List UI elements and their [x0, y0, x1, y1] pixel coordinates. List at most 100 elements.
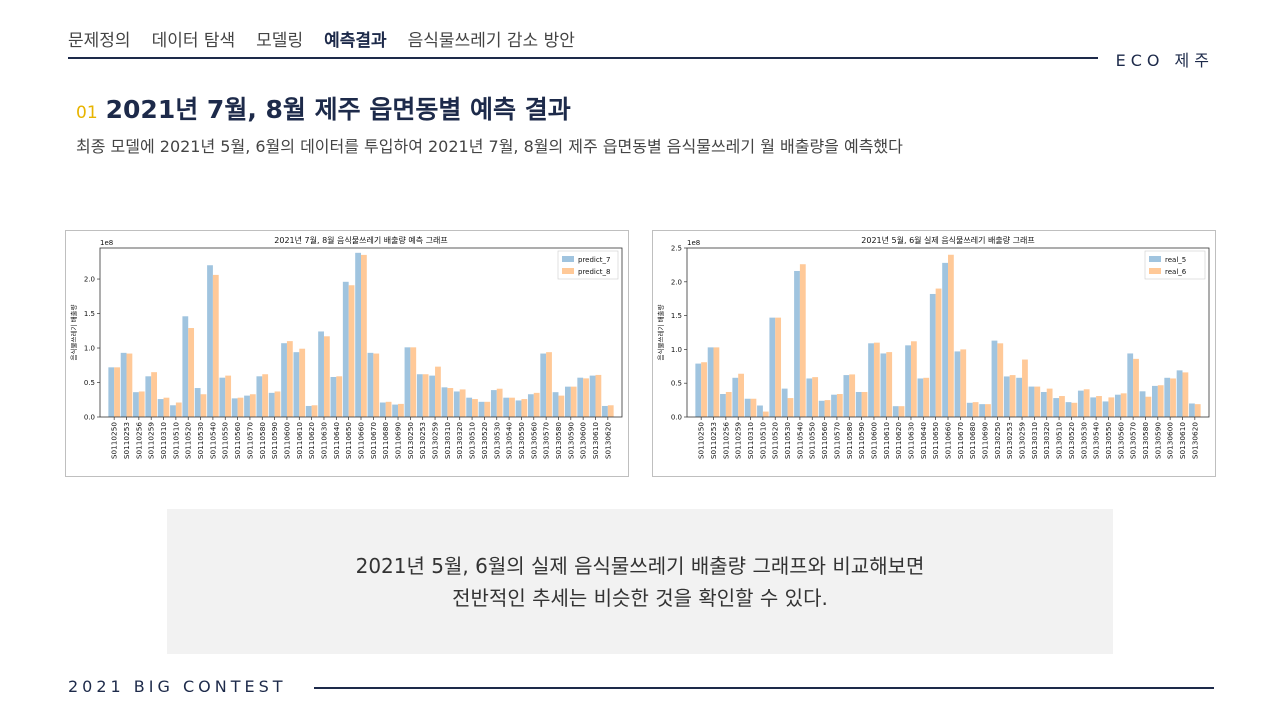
y-tick-label: 0.5: [671, 380, 682, 388]
bar-real_5-S0130253: [1003, 376, 1010, 417]
bar-real_5-S0110650: [929, 293, 936, 417]
x-tick-label: S0130580: [554, 422, 563, 459]
bar-predict_7-S0110600: [281, 343, 287, 417]
bar-predict_7-S0130253: [416, 374, 423, 417]
bar-predict_8-S0110250: [114, 367, 120, 417]
bar-predict_7-S0130310: [441, 387, 448, 417]
x-tick-label: S0110670: [956, 422, 965, 459]
x-tick-label: S0110640: [919, 422, 928, 459]
y-tick-label: 0.5: [84, 379, 95, 387]
bar-predict_7-S0130570: [540, 353, 547, 417]
bar-real_6-S0110590: [861, 391, 868, 417]
bar-predict_8-S0130550: [521, 399, 528, 417]
bar-predict_8-S0130540: [509, 397, 515, 417]
bar-real_6-S0130510: [1059, 396, 1065, 417]
x-tick-label: S0130259: [431, 422, 440, 459]
x-tick-label: S0110550: [808, 422, 817, 459]
x-tick-label: S0110590: [857, 422, 866, 459]
bar-predict_7-S0130320: [453, 391, 460, 417]
bar-predict_7-S0110570: [244, 395, 250, 417]
bar-real_6-S0130530: [1083, 389, 1090, 417]
bar-predict_8-S0130590: [570, 386, 577, 417]
bar-real_6-S0110510: [762, 411, 769, 417]
nav-item-reduction[interactable]: 음식물쓰레기 감소 방안: [407, 31, 575, 51]
x-tick-label: S0110690: [981, 422, 990, 459]
x-tick-label: S0130550: [1104, 422, 1113, 459]
bar-predict_8-S0130530: [496, 388, 503, 417]
bar-real_5-S0130540: [1090, 397, 1097, 417]
x-tick-label: S0130520: [1067, 422, 1076, 459]
y-tick-label: 2.5: [671, 245, 682, 253]
bar-predict_7-S0110620: [305, 405, 312, 417]
x-tick-label: S0130253: [418, 422, 427, 459]
bar-real_6-S0130520: [1071, 402, 1078, 417]
bar-predict_7-S0130560: [527, 394, 534, 417]
bar-real_5-S0110250: [695, 363, 702, 417]
x-tick-label: S0110310: [159, 422, 168, 459]
nav-item-modeling[interactable]: 모델링: [256, 31, 304, 51]
x-tick-label: S0130560: [529, 422, 538, 459]
bar-predict_7-S0110690: [392, 404, 399, 417]
bar-real_5-S0110680: [966, 402, 973, 417]
bar-predict_8-S0130310: [447, 388, 454, 417]
bar-predict_8-S0110590: [274, 391, 281, 417]
bar-real_5-S0130310: [1028, 386, 1035, 417]
bar-real_5-S0130510: [1053, 398, 1060, 417]
bar-real_5-S0110630: [905, 345, 911, 417]
bar-real_6-S0110520: [775, 317, 782, 417]
x-tick-label: S0110259: [147, 422, 156, 459]
x-tick-label: S0110256: [721, 422, 730, 459]
section-number: 01: [76, 103, 98, 123]
bar-predict_8-S0130580: [558, 395, 565, 417]
x-tick-label: S0110690: [394, 422, 403, 459]
bar-predict_8-S0130510: [472, 399, 478, 417]
bar-predict_8-S0130259: [435, 366, 441, 417]
x-tick-label: S0130310: [1030, 422, 1039, 459]
bar-real_5-S0130250: [991, 340, 998, 417]
bar-real_6-S0110310: [750, 398, 757, 417]
x-tick-label: S0110570: [832, 422, 841, 459]
legend-swatch: [1149, 268, 1161, 274]
x-tick-label: S0130570: [1129, 422, 1138, 459]
y-tick-label: 1.5: [84, 310, 95, 318]
section-title: 2021년 7월, 8월 제주 읍면동별 예측 결과: [105, 95, 571, 124]
x-tick-label: S0110590: [270, 422, 279, 459]
bar-predict_8-S0110256: [138, 391, 145, 417]
x-tick-label: S0130320: [455, 422, 464, 459]
axis-scale-label: 1e8: [687, 239, 700, 247]
prediction-chart: 2021년 7월, 8월 음식물쓰레기 배출량 예측 그래프 1e8 음식물쓰레기 …: [65, 230, 629, 477]
bar-predict_8-S0110670: [373, 353, 380, 417]
x-tick-label: S0130620: [1190, 422, 1199, 459]
x-tick-label: S0130620: [603, 422, 612, 459]
bar-predict_8-S0110540: [212, 274, 219, 417]
x-tick-label: S0110530: [196, 422, 205, 459]
bar-real_5-S0110510: [757, 405, 763, 417]
nav-item-data-exploration[interactable]: 데이터 탐색: [151, 31, 236, 51]
bar-predict_7-S0110253: [120, 352, 127, 417]
bar-real_6-S0130620: [1194, 404, 1201, 417]
bar-predict_8-S0110550: [225, 375, 232, 417]
bar-predict_8-S0130253: [422, 374, 429, 417]
bar-predict_7-S0130580: [552, 392, 559, 417]
x-tick-label: S0130600: [1166, 422, 1175, 459]
x-tick-label: S0110510: [758, 422, 767, 459]
bar-real_5-S0110560: [818, 400, 825, 417]
bar-real_6-S0110259: [738, 373, 744, 417]
x-tick-label: S0110680: [381, 422, 390, 459]
nav-item-problem[interactable]: 문제정의: [68, 31, 131, 51]
x-tick-label: S0130600: [579, 422, 588, 459]
x-tick-label: S0130590: [566, 422, 575, 459]
bar-predict_7-S0110630: [318, 331, 324, 417]
x-tick-label: S0130540: [505, 422, 514, 459]
nav-item-prediction[interactable]: 예측결과: [324, 31, 387, 51]
x-tick-label: S0110520: [771, 422, 780, 459]
x-tick-label: S0110600: [282, 422, 291, 459]
bar-real_5-S0130590: [1152, 385, 1158, 417]
bar-predict_7-S0110259: [145, 376, 152, 417]
bar-predict_8-S0110650: [348, 285, 355, 417]
bar-real_5-S0110550: [806, 378, 813, 417]
bar-real_6-S0110550: [812, 377, 819, 417]
y-tick-label: 2.0: [671, 278, 682, 286]
bar-real_6-S0110540: [799, 264, 806, 417]
section-heading: 01 2021년 7월, 8월 제주 읍면동별 예측 결과: [76, 90, 571, 126]
